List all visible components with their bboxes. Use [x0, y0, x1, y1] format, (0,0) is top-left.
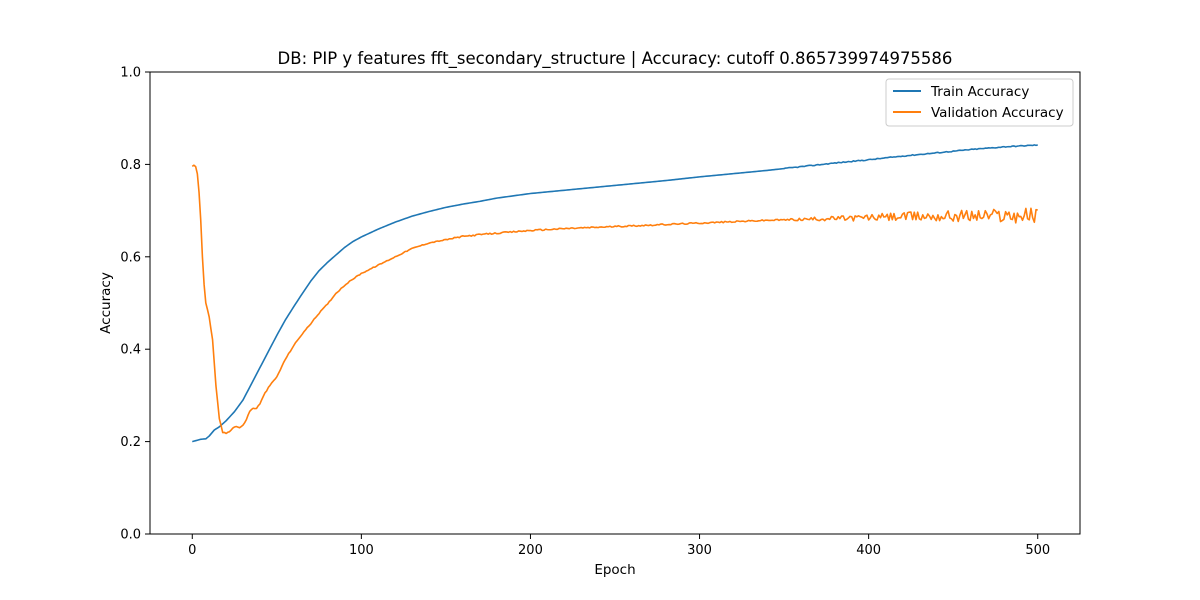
legend-box — [885, 78, 1074, 127]
series-line-train-accuracy — [192, 144, 1038, 443]
x-tick-label: 500 — [1025, 543, 1050, 558]
legend-label: Validation Accuracy — [931, 105, 1064, 121]
y-tick-label: 0.8 — [120, 158, 141, 173]
x-tick-label: 400 — [856, 543, 881, 558]
plot-area — [191, 144, 1038, 443]
y-tick-label: 0.2 — [120, 435, 141, 450]
y-tick-label: 0.6 — [120, 250, 141, 265]
y-tick-label: 1.0 — [120, 66, 141, 81]
legend-label: Train Accuracy — [930, 84, 1029, 100]
x-axis-label: Epoch — [594, 562, 635, 578]
x-tick-label: 0 — [188, 543, 196, 558]
series-line-validation-accuracy — [191, 164, 1038, 435]
y-tick-label: 0.0 — [120, 528, 141, 543]
legend: Train Accuracy Validation Accuracy — [885, 78, 1074, 127]
axes-frame — [149, 71, 1081, 535]
chart-title: DB: PIP y features fft_secondary_structu… — [278, 49, 953, 69]
x-tick-label: 100 — [349, 543, 374, 558]
y-axis-label: Accuracy — [98, 272, 114, 334]
x-tick-label: 200 — [518, 543, 543, 558]
y-tick-label: 0.4 — [120, 343, 141, 358]
axis-ticks: 0 100 200 300 400 500 0.0 0.2 0.4 0.6 0.8 1.0 — [120, 66, 1050, 559]
x-tick-label: 300 — [687, 543, 712, 558]
